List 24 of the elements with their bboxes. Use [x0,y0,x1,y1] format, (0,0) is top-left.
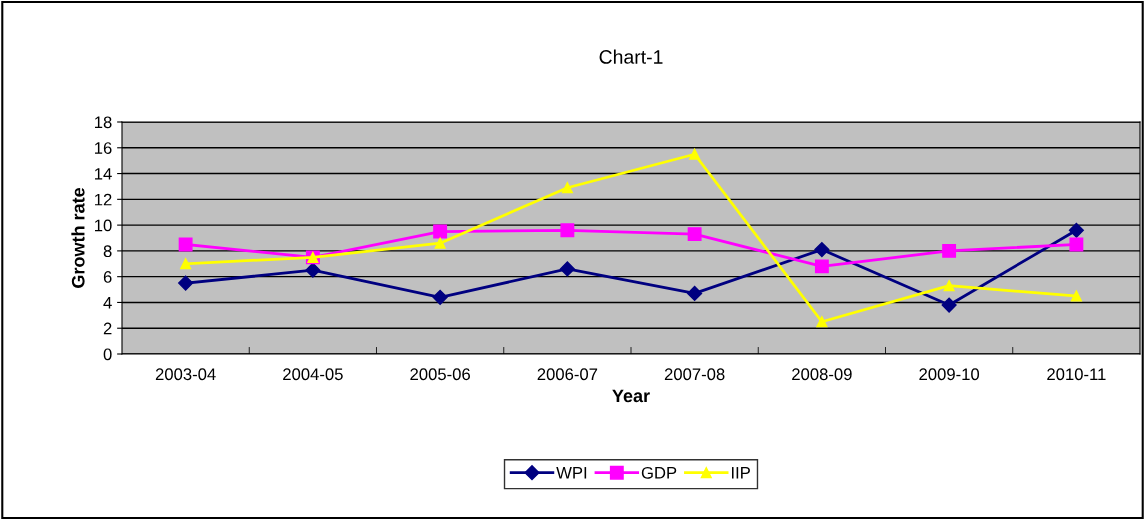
y-axis-title: Growth rate [71,187,85,288]
chart-title: Chart-1 [599,49,663,64]
legend-label: WPI [556,467,587,479]
y-tick-label: 10 [95,219,112,232]
legend-label: IIP [731,467,750,479]
y-tick-label: 4 [103,297,112,309]
x-tick-label: 2010-11 [1047,368,1106,381]
y-tick-label: 6 [103,271,112,283]
y-tick-label: 12 [95,193,112,206]
x-axis-title: Year [612,389,650,403]
x-tick-label: 2008-09 [792,368,852,381]
x-tick-label: 2007-08 [664,368,725,381]
x-tick-label: 2004-05 [283,368,343,381]
x-tick-label: 2005-06 [410,368,470,381]
y-tick-label: 2 [103,322,112,335]
y-tick-label: 8 [103,245,112,258]
x-tick-label: 2003-04 [155,368,216,381]
x-tick-label: 2006-07 [537,368,598,381]
x-tick-label: 2009-10 [919,368,980,381]
y-tick-label: 16 [95,142,112,154]
y-tick-label: 14 [95,168,112,180]
y-tick-label: 18 [95,116,112,129]
y-tick-label: 0 [103,348,112,361]
legend-label: GDP [641,466,677,479]
